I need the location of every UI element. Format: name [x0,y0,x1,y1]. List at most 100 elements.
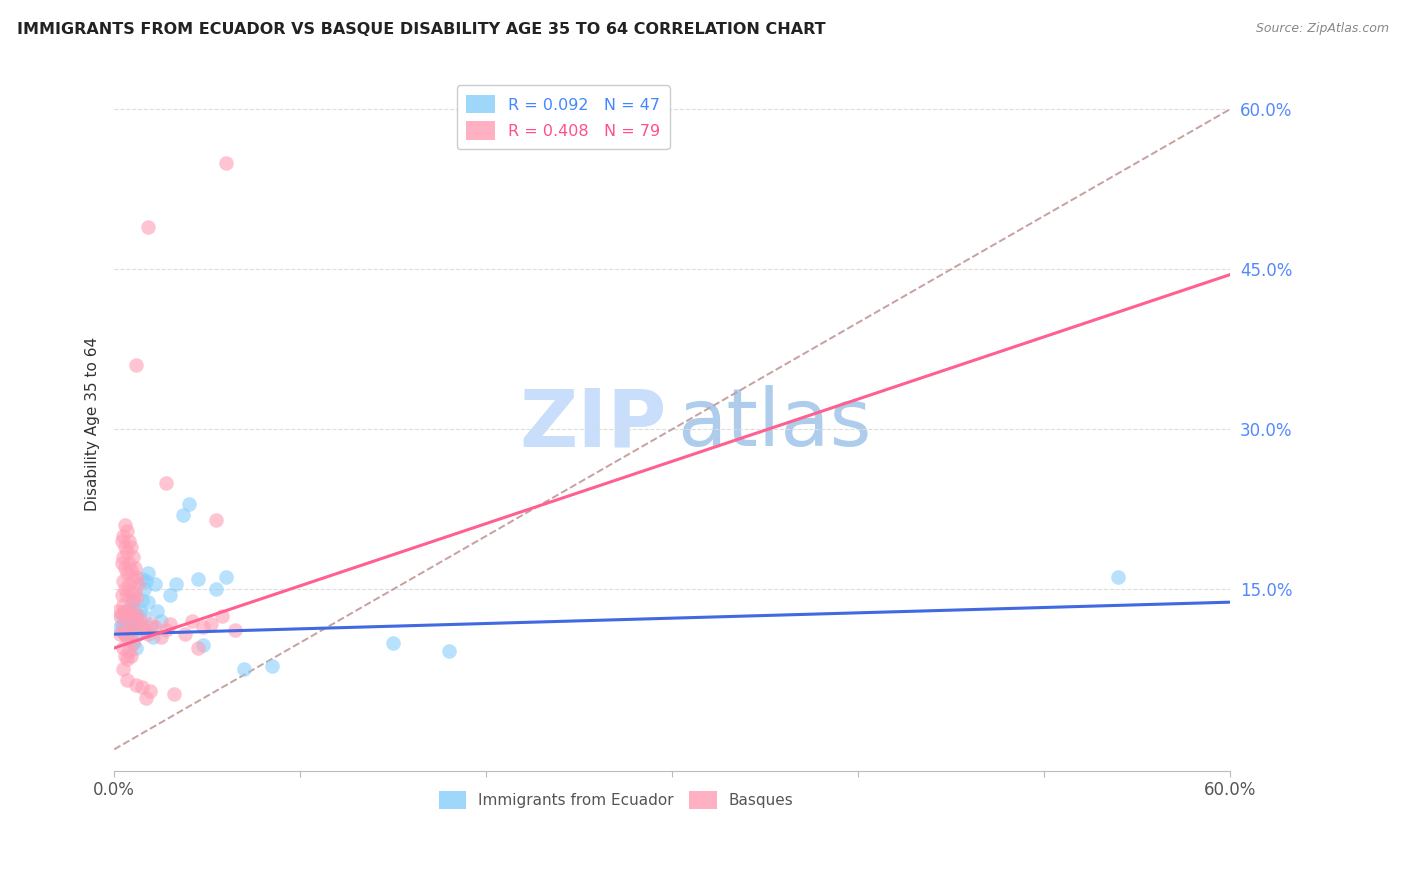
Point [118,556,141,570]
Point [108,620,131,634]
Point [193,620,215,634]
Point [118,534,141,549]
Point [120,648,142,663]
Point [200,616,222,631]
Point [187,640,209,655]
Point [125,609,148,624]
Point [114,561,136,575]
Point [120,540,142,554]
Point [120,627,142,641]
Point [112,620,135,634]
Point [112,574,135,588]
Point [193,638,215,652]
Point [115,566,138,581]
Point [131,593,153,607]
Point [163,687,186,701]
Point [173,627,195,641]
Point [121,593,143,607]
Point [135,691,157,706]
Point [136,595,159,609]
Point [382,636,405,650]
Point [142,631,165,645]
Point [159,588,181,602]
Point [112,550,135,565]
Point [121,636,143,650]
Point [215,155,238,169]
Point [115,673,138,687]
Point [112,529,135,543]
Point [124,620,146,634]
Point [181,615,204,629]
Point [131,620,153,634]
Point [108,609,131,624]
Point [233,662,256,676]
Point [127,577,149,591]
Point [111,606,134,620]
Point [115,524,138,538]
Point [136,219,159,234]
Point [124,604,146,618]
Point [111,556,134,570]
Point [115,609,138,624]
Point [114,615,136,629]
Legend: Immigrants from Ecuador, Basques: Immigrants from Ecuador, Basques [433,785,800,815]
Point [111,588,134,602]
Point [159,616,181,631]
Point [125,359,148,373]
Point [121,572,143,586]
Point [132,582,155,597]
Point [205,582,228,597]
Point [118,609,141,624]
Point [165,577,187,591]
Point [125,591,148,605]
Point [149,631,172,645]
Point [211,609,233,624]
Point [127,616,149,631]
Point [205,513,228,527]
Point [121,593,143,607]
Point [114,518,136,533]
Point [120,606,142,620]
Point [112,625,135,640]
Point [143,620,166,634]
Point [112,599,135,613]
Point [132,609,155,624]
Point [143,577,166,591]
Point [115,545,138,559]
Point [124,584,146,599]
Point [114,648,136,663]
Point [115,651,138,665]
Point [127,615,149,629]
Point [115,620,138,634]
Point [107,604,129,618]
Point [120,599,142,613]
Point [120,584,142,599]
Point [112,609,135,624]
Point [224,623,246,637]
Point [129,612,152,626]
Point [187,572,209,586]
Point [111,534,134,549]
Point [124,561,146,575]
Point [131,681,153,695]
Point [125,640,148,655]
Y-axis label: Disability Age 35 to 64: Disability Age 35 to 64 [86,337,100,511]
Point [120,563,142,577]
Point [141,620,163,634]
Point [118,604,141,618]
Point [125,678,148,692]
Point [114,627,136,641]
Point [155,475,177,490]
Point [124,606,146,620]
Point [114,604,136,618]
Point [146,604,169,618]
Point [129,604,152,618]
Point [138,683,160,698]
Point [125,569,148,583]
Point [437,644,460,658]
Point [121,616,143,631]
Point [118,644,141,658]
Point [262,659,284,673]
Point [115,604,138,618]
Point [115,588,138,602]
